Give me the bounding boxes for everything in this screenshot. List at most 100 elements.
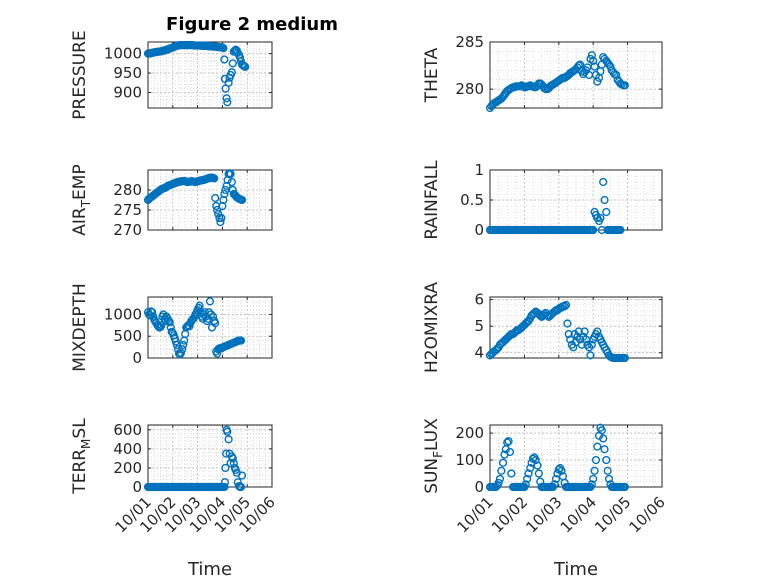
data-point [602,207,611,217]
data-point [166,323,175,332]
data-point [220,189,229,199]
data-point [224,435,233,444]
data-point [220,478,229,487]
data-point [237,195,247,205]
y-axis-label-suffix: SL [70,418,90,439]
data-point [557,466,566,475]
data-point [237,471,247,480]
y-tick-label: 600 [113,421,142,439]
data-point [219,44,228,53]
data-point [597,426,606,435]
data-point [165,318,174,327]
data-point [612,70,621,80]
y-axis-label: THETA [422,47,442,103]
data-point [521,480,530,489]
axes-box [489,41,663,109]
data-point [604,474,614,484]
data-point [504,437,513,446]
y-tick-label: 950 [113,64,142,82]
data-point [587,340,596,349]
y-axis-label-main: PRESSURE [70,30,90,119]
data-point [589,225,598,235]
data-point [206,310,216,319]
data-point [157,321,166,330]
y-axis-label-suffix: EMP [70,164,90,200]
y-axis-label-subscript: M [79,439,93,449]
data-point [161,316,170,326]
x-axis-label: Time [187,559,232,580]
data-point [224,78,233,87]
data-point [227,68,236,77]
data-point [223,427,232,436]
y-axis-label-main: MIXDEPTH [70,283,90,372]
data-point [171,337,180,346]
data-point [236,482,246,492]
data-point [507,469,516,478]
data-point [223,98,232,107]
y-axis-label-main: AIR [70,207,90,236]
data-point [574,327,583,336]
y-tick-label: 0 [474,478,484,496]
data-point [534,469,543,478]
y-axis-label-subscript: F [431,451,445,458]
data-point [587,480,596,489]
y-axis-label-suffix: LUX [422,418,442,451]
data-point [497,466,506,475]
y-axis-label: PRESSURE [70,30,90,119]
y-tick-label: 1 [474,161,484,179]
data-point [596,67,605,76]
subplot-5: 0 500 1000 MIXDEPTH [70,283,273,372]
y-tick-label: 6 [474,291,484,309]
data-point [587,51,596,60]
y-tick-label: 0 [132,478,142,496]
data-point [221,463,230,473]
data-point [589,56,598,65]
data-point [241,62,250,71]
data-point [179,340,188,350]
data-point [211,193,220,203]
x-tick-label: 10/02 [488,493,531,536]
data-point [211,319,220,328]
data-point [600,445,609,454]
data-point [589,474,598,484]
x-tick-label: 10/06 [626,493,669,536]
data-point [596,213,605,223]
y-tick-label: 0 [132,349,142,367]
data-point [591,455,601,465]
data-point [590,466,599,475]
data-point [602,455,611,465]
y-axis-label-main: SUN [422,458,442,494]
y-tick-label: 5 [474,317,484,335]
y-axis-label: AIRTEMP [70,164,93,235]
y-axis-label-main: RAINFALL [422,160,442,240]
data-point [227,177,236,187]
data-point [523,474,532,484]
subplot-6: 4 5 6 H2OMIXRA [422,282,663,373]
data-point [220,482,229,492]
y-axis-label: H2OMIXRA [422,282,442,373]
data-point [550,480,559,489]
data-point [564,330,573,339]
data-point [551,474,561,484]
subplot-2: 280 285 THETA [422,33,663,113]
y-tick-label: 0 [474,221,484,239]
y-tick-label: 200 [113,459,142,477]
data-point [593,442,602,451]
data-point [524,469,533,478]
data-point [494,478,503,488]
data-point [210,174,219,183]
data-point [228,59,237,68]
axes-box [147,296,273,359]
y-tick-label: 270 [113,221,142,239]
figure-title: Figure 2 medium [166,14,338,35]
data-point [148,308,157,317]
y-tick-label: 280 [113,181,142,199]
data-point [216,217,225,227]
data-point [222,94,231,103]
data-point [616,225,625,235]
